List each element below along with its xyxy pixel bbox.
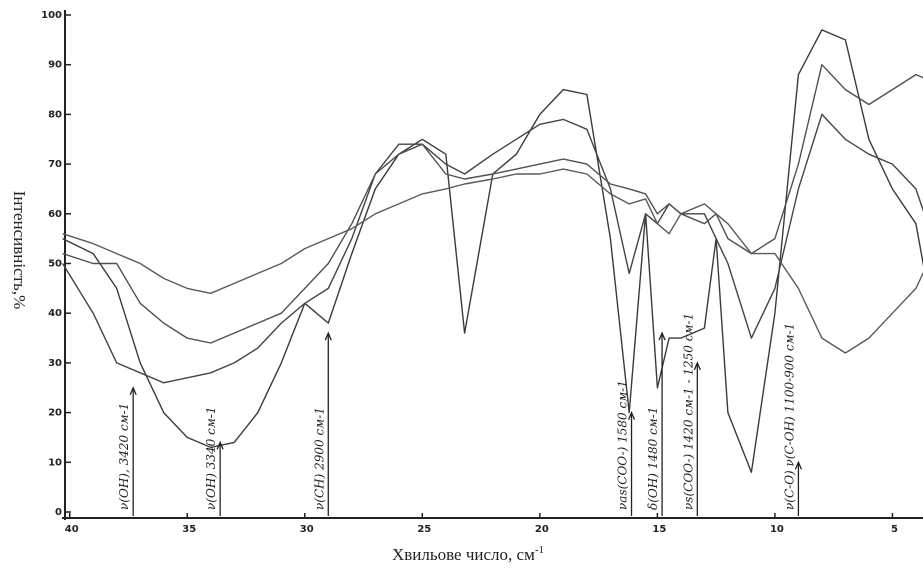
y-tick-label: 80 [48,109,62,120]
y-tick-label: 70 [48,159,62,170]
spectrum-line [62,168,923,354]
y-tick-label: 100 [41,10,62,21]
y-tick-label: 30 [48,358,62,369]
x-tick-label: 30 [300,524,314,535]
annotation-label: νs(COO-) 1420 см-1 - 1250 см-1 [681,313,695,510]
x-axis-label-text: Хвильове число, см [392,545,535,564]
arrow-head [627,410,636,420]
arrow-head [129,386,137,396]
y-tick-label: 0 [55,507,62,518]
arrow-head [658,331,666,341]
annotation-label: νas(COO-) 1580 см-1 [616,380,630,510]
x-tick-label: 25 [417,524,431,535]
x-axis-label-sup: -1 [535,544,544,556]
annotation-label: δ(OH) 1480 см-1 [646,407,660,510]
x-tick-label: 20 [535,524,549,535]
y-tick-label: 50 [48,259,62,270]
arrow-head [794,460,803,470]
annotation-label: ν(C-O) ν(C-OH) 1100-900 см-1 [782,323,796,510]
x-tick-label: 10 [770,524,784,535]
arrow-head [216,440,224,450]
spectrum-line [62,29,923,473]
y-tick-label: 40 [48,308,62,319]
x-tick-label: 5 [891,524,898,535]
y-axis-label: Інтенсивність,% [10,191,29,309]
x-tick-label: 40 [65,524,79,535]
y-tick-label: 60 [48,209,62,220]
x-tick-label: 15 [652,524,666,535]
x-axis-label: Хвильове число, см-1 [392,544,544,564]
arrow-head [324,331,332,341]
spectrum-line [62,113,923,384]
annotation-label: ν(OH), 3420 см-1 [117,403,131,510]
annotation-label: ν(CH) 2900 см-1 [312,407,326,510]
arrow-head [693,361,701,371]
y-tick-label: 10 [48,457,62,468]
spectrum-line [62,64,923,344]
annotation-label: ν(OH) 3340 см-1 [204,407,218,511]
x-tick-label: 35 [182,524,196,535]
y-tick-label: 90 [48,60,62,71]
y-tick-label: 20 [48,408,62,419]
